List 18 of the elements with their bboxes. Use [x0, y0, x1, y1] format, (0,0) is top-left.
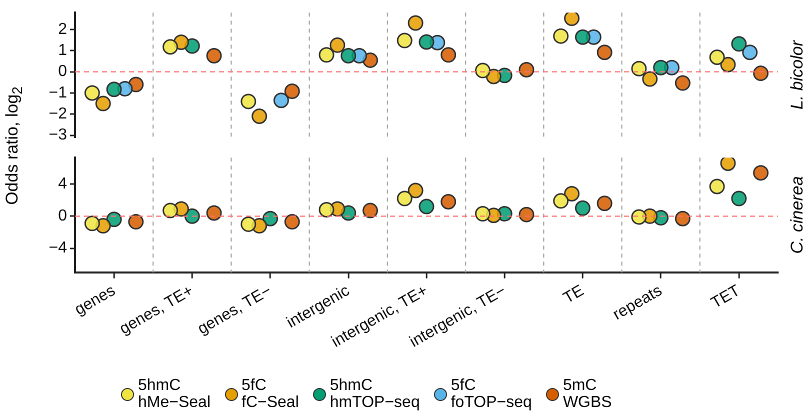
- y-tick-label: −4: [48, 240, 68, 257]
- text: C. cinerea: [788, 176, 807, 254]
- legend-label: 5hmC hMe−Seal: [138, 377, 210, 411]
- y-tick-label: 4: [58, 175, 68, 192]
- y-tick-label: 2: [58, 20, 68, 38]
- y-tick-label: 1: [58, 42, 68, 60]
- x-tick-label: TET: [708, 282, 744, 312]
- text: L. bicolor: [788, 39, 807, 110]
- y-tick-label: −2: [48, 106, 68, 123]
- y-tick-label: 0: [58, 63, 68, 80]
- x-tick-label: TE: [560, 282, 587, 308]
- y-tick-label: −1: [48, 84, 68, 102]
- legend-label: 5hmC hmTOP−seq: [330, 377, 420, 411]
- y-tick-label: −3: [48, 126, 68, 144]
- legend-label: 5mC WGBS: [562, 377, 612, 411]
- legend-label: 5fC foTOP−seq: [450, 377, 532, 411]
- y-tick-label: 0: [58, 208, 68, 225]
- legend-label: 5fC fC−Seal: [242, 377, 299, 411]
